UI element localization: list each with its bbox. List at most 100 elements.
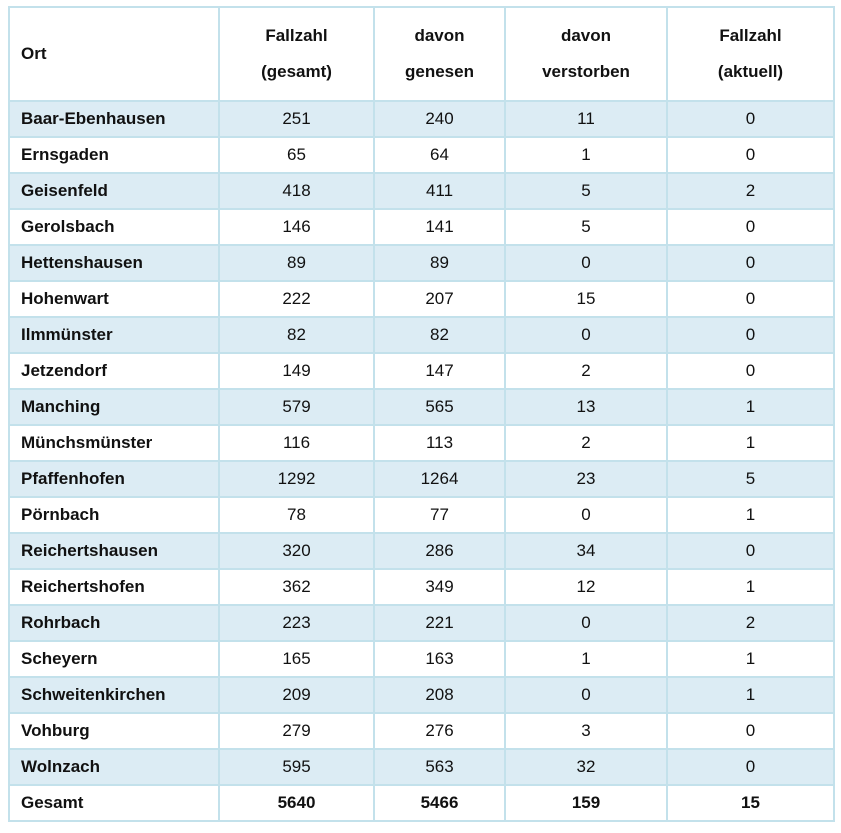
verstorben-cell: 13 xyxy=(504,388,668,426)
gesamt-cell: 89 xyxy=(218,244,375,282)
gesamt-cell: 418 xyxy=(218,172,375,210)
aktuell-cell: 1 xyxy=(666,424,835,462)
verstorben-cell: 0 xyxy=(504,604,668,642)
aktuell-cell: 2 xyxy=(666,172,835,210)
header-line: Fallzahl xyxy=(719,26,782,45)
aktuell-cell: 0 xyxy=(666,532,835,570)
aktuell-cell: 0 xyxy=(666,748,835,786)
ort-cell: Gerolsbach xyxy=(8,208,220,246)
ort-cell: Scheyern xyxy=(8,640,220,678)
genesen-cell: 563 xyxy=(373,748,506,786)
genesen-cell: 163 xyxy=(373,640,506,678)
gesamt-cell: 595 xyxy=(218,748,375,786)
ort-cell: Hettenshausen xyxy=(8,244,220,282)
header-line: davon xyxy=(560,26,612,45)
header-line: genesen xyxy=(405,62,474,81)
verstorben-cell: 0 xyxy=(504,676,668,714)
total-row: Gesamt 5640 5466 159 15 xyxy=(8,784,835,822)
table-row: Schweitenkirchen 209 208 0 1 xyxy=(8,676,835,714)
table-row: Hettenshausen 89 89 0 0 xyxy=(8,244,835,282)
header-line: (gesamt) xyxy=(261,62,332,81)
genesen-cell: 565 xyxy=(373,388,506,426)
ort-cell: Schweitenkirchen xyxy=(8,676,220,714)
aktuell-cell: 2 xyxy=(666,604,835,642)
ort-cell: Reichertshausen xyxy=(8,532,220,570)
genesen-cell: 286 xyxy=(373,532,506,570)
verstorben-cell: 34 xyxy=(504,532,668,570)
column-header-davon-verstorben: davon verstorben xyxy=(504,6,668,102)
header-line: (aktuell) xyxy=(717,62,784,81)
verstorben-cell: 2 xyxy=(504,352,668,390)
gesamt-cell: 5640 xyxy=(218,784,375,822)
table-row: Jetzendorf 149 147 2 0 xyxy=(8,352,835,390)
table-body: Baar-Ebenhausen 251 240 11 0 Ernsgaden 65 64 1 0 G… xyxy=(8,100,835,822)
verstorben-cell: 15 xyxy=(504,280,668,318)
gesamt-cell: 362 xyxy=(218,568,375,606)
genesen-cell: 1264 xyxy=(373,460,506,498)
aktuell-cell: 0 xyxy=(666,280,835,318)
genesen-cell: 5466 xyxy=(373,784,506,822)
gesamt-cell: 209 xyxy=(218,676,375,714)
ort-cell: Ernsgaden xyxy=(8,136,220,174)
verstorben-cell: 5 xyxy=(504,208,668,246)
ort-cell: Pörnbach xyxy=(8,496,220,534)
gesamt-cell: 78 xyxy=(218,496,375,534)
genesen-cell: 349 xyxy=(373,568,506,606)
gesamt-cell: 579 xyxy=(218,388,375,426)
table-row: Hohenwart 222 207 15 0 xyxy=(8,280,835,318)
table-row: Manching 579 565 13 1 xyxy=(8,388,835,426)
verstorben-cell: 12 xyxy=(504,568,668,606)
column-header-fallzahl-aktuell: Fallzahl (aktuell) xyxy=(666,6,835,102)
genesen-cell: 82 xyxy=(373,316,506,354)
verstorben-cell: 0 xyxy=(504,316,668,354)
gesamt-cell: 146 xyxy=(218,208,375,246)
genesen-cell: 89 xyxy=(373,244,506,282)
aktuell-cell: 0 xyxy=(666,208,835,246)
ort-cell: Gesamt xyxy=(8,784,220,822)
table-row: Reichertshausen 320 286 34 0 xyxy=(8,532,835,570)
table-row: Reichertshofen 362 349 12 1 xyxy=(8,568,835,606)
genesen-cell: 77 xyxy=(373,496,506,534)
verstorben-cell: 11 xyxy=(504,100,668,138)
verstorben-cell: 32 xyxy=(504,748,668,786)
aktuell-cell: 0 xyxy=(666,244,835,282)
gesamt-cell: 116 xyxy=(218,424,375,462)
aktuell-cell: 1 xyxy=(666,568,835,606)
genesen-cell: 207 xyxy=(373,280,506,318)
gesamt-cell: 165 xyxy=(218,640,375,678)
gesamt-cell: 149 xyxy=(218,352,375,390)
table-row: Geisenfeld 418 411 5 2 xyxy=(8,172,835,210)
gesamt-cell: 320 xyxy=(218,532,375,570)
genesen-cell: 147 xyxy=(373,352,506,390)
verstorben-cell: 3 xyxy=(504,712,668,750)
header-row: Ort Fallzahl (gesamt) davon genesen davo… xyxy=(8,6,835,102)
ort-cell: Wolnzach xyxy=(8,748,220,786)
header-line: verstorben xyxy=(542,62,630,81)
table-row: Münchsmünster 116 113 2 1 xyxy=(8,424,835,462)
genesen-cell: 411 xyxy=(373,172,506,210)
gesamt-cell: 251 xyxy=(218,100,375,138)
verstorben-cell: 5 xyxy=(504,172,668,210)
ort-cell: Pfaffenhofen xyxy=(8,460,220,498)
table-head: Ort Fallzahl (gesamt) davon genesen davo… xyxy=(8,6,835,102)
gesamt-cell: 82 xyxy=(218,316,375,354)
ort-cell: Münchsmünster xyxy=(8,424,220,462)
aktuell-cell: 0 xyxy=(666,136,835,174)
genesen-cell: 276 xyxy=(373,712,506,750)
gesamt-cell: 279 xyxy=(218,712,375,750)
ort-cell: Rohrbach xyxy=(8,604,220,642)
aktuell-cell: 1 xyxy=(666,496,835,534)
aktuell-cell: 0 xyxy=(666,100,835,138)
verstorben-cell: 0 xyxy=(504,496,668,534)
table-row: Wolnzach 595 563 32 0 xyxy=(8,748,835,786)
genesen-cell: 240 xyxy=(373,100,506,138)
ort-cell: Ilmmünster xyxy=(8,316,220,354)
aktuell-cell: 15 xyxy=(666,784,835,822)
gesamt-cell: 222 xyxy=(218,280,375,318)
header-line: Ort xyxy=(21,44,47,63)
aktuell-cell: 5 xyxy=(666,460,835,498)
table-row: Gerolsbach 146 141 5 0 xyxy=(8,208,835,246)
table-row: Pörnbach 78 77 0 1 xyxy=(8,496,835,534)
ort-cell: Geisenfeld xyxy=(8,172,220,210)
